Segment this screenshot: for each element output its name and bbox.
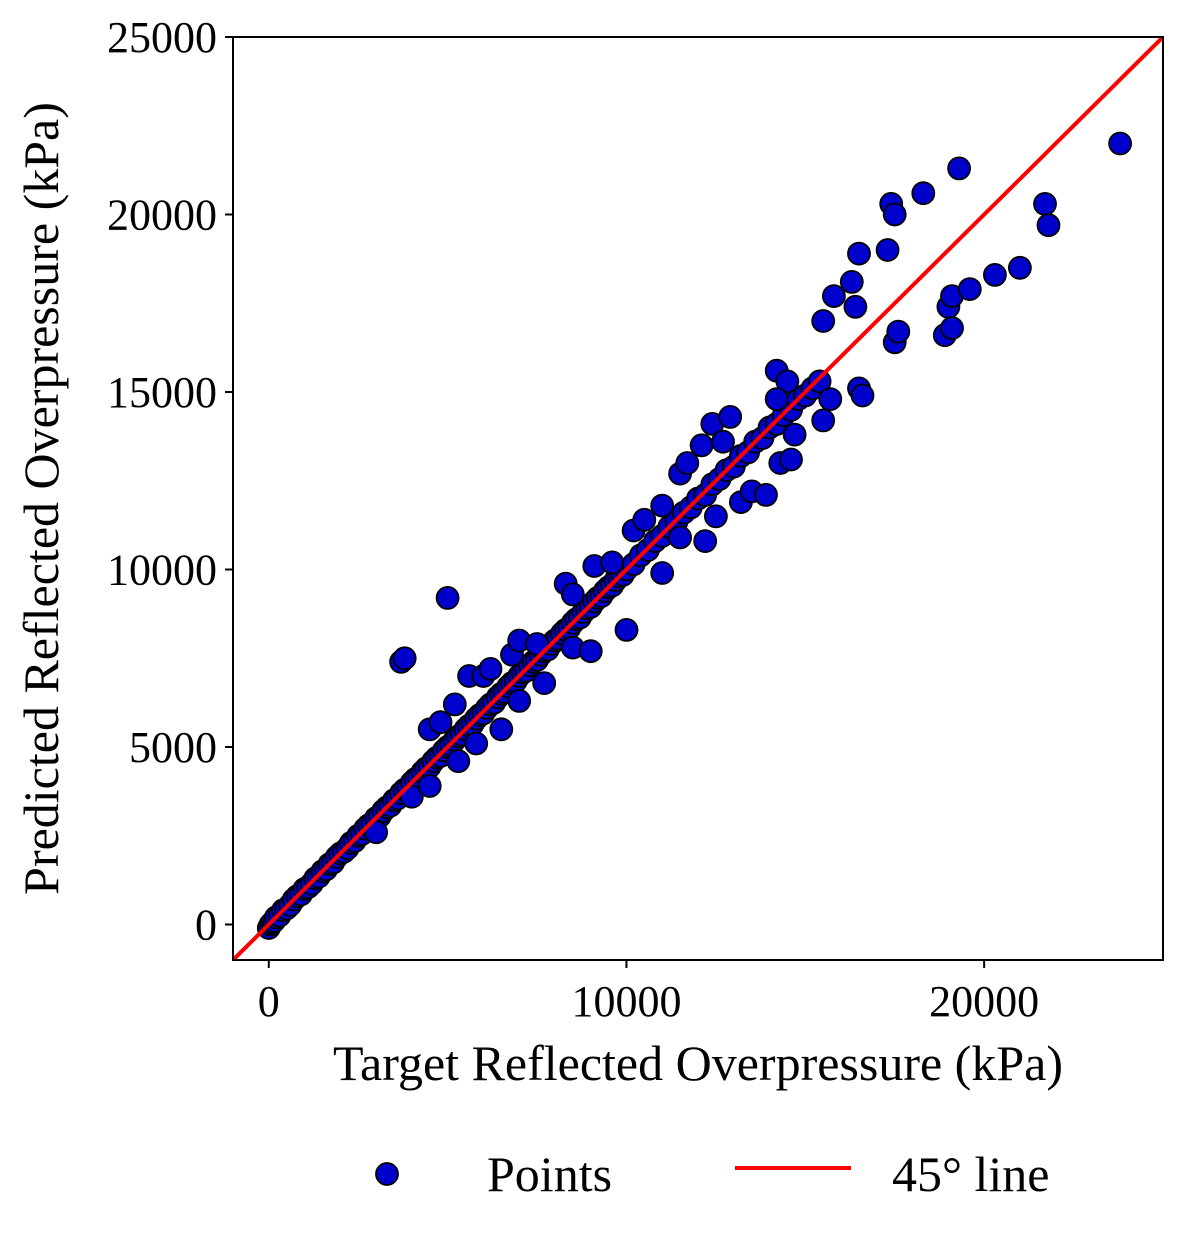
data-point — [560, 582, 585, 607]
data-point — [882, 202, 907, 227]
data-point — [435, 586, 460, 610]
x-tick-label: 20000 — [929, 977, 1039, 1026]
y-tick-label: 15000 — [107, 368, 217, 417]
data-point — [1036, 213, 1061, 238]
data-point — [507, 689, 532, 713]
data-point — [478, 657, 503, 681]
data-point — [818, 387, 843, 412]
data-point — [947, 156, 971, 181]
data-point — [754, 482, 778, 507]
data-point — [886, 319, 911, 344]
data-point — [1108, 131, 1132, 156]
y-tick-label: 25000 — [107, 13, 217, 62]
x-axis-ticks: 0 10000 20000 — [258, 960, 1039, 1026]
y-tick-label: 20000 — [107, 191, 217, 240]
data-point — [600, 550, 625, 575]
x-tick-label: 0 — [258, 977, 280, 1026]
y-axis-label: Predicted Reflected Overpressure (kPa) — [13, 102, 69, 895]
data-point — [940, 316, 964, 341]
data-point — [632, 507, 657, 532]
plot-area — [233, 37, 1163, 960]
data-point — [364, 820, 389, 845]
data-point — [875, 238, 900, 262]
x-tick-label: 10000 — [571, 977, 681, 1026]
data-point — [614, 618, 639, 642]
data-point — [650, 493, 675, 518]
data-point — [399, 784, 424, 809]
data-point — [525, 632, 549, 656]
data-point — [532, 671, 557, 695]
data-point — [911, 181, 936, 206]
x-axis-label: Target Reflected Overpressure (kPa) — [333, 1035, 1063, 1091]
data-point — [983, 262, 1007, 287]
legend-label-points: Points — [487, 1146, 612, 1202]
y-tick-label: 10000 — [107, 546, 217, 595]
data-point — [1008, 255, 1032, 280]
data-point — [650, 561, 675, 585]
data-point — [428, 710, 453, 735]
data-point — [839, 269, 864, 294]
data-point — [446, 749, 471, 774]
data-point — [811, 408, 836, 433]
data-point — [775, 369, 800, 394]
data-point — [704, 504, 728, 529]
data-point — [764, 387, 789, 412]
data-point — [578, 639, 603, 664]
data-point — [811, 309, 836, 333]
legend: Points 45° line — [375, 1146, 1049, 1202]
reference-45-line — [233, 37, 1163, 960]
data-point — [718, 404, 743, 429]
data-point — [779, 447, 803, 472]
data-point — [807, 369, 832, 394]
y-axis-ticks: 0 5000 10000 15000 20000 25000 — [107, 13, 233, 950]
data-point — [693, 529, 718, 553]
legend-label-line: 45° line — [892, 1146, 1049, 1202]
data-point — [843, 294, 868, 319]
y-tick-label: 0 — [195, 901, 217, 950]
data-point — [847, 241, 871, 266]
data-point — [850, 383, 875, 408]
data-point — [489, 717, 514, 742]
data-point — [689, 433, 714, 458]
data-point — [822, 284, 846, 309]
data-point — [417, 774, 442, 798]
legend-marker-points — [375, 1162, 399, 1186]
data-point — [957, 277, 982, 302]
data-point — [1033, 191, 1057, 216]
data-point — [711, 429, 735, 454]
y-tick-label: 5000 — [129, 723, 217, 772]
data-point — [464, 731, 489, 756]
data-point — [392, 646, 417, 671]
data-point — [668, 525, 692, 550]
data-point — [675, 451, 700, 475]
data-point — [442, 692, 467, 717]
data-point — [782, 422, 807, 447]
axes-frame — [232, 36, 1164, 961]
